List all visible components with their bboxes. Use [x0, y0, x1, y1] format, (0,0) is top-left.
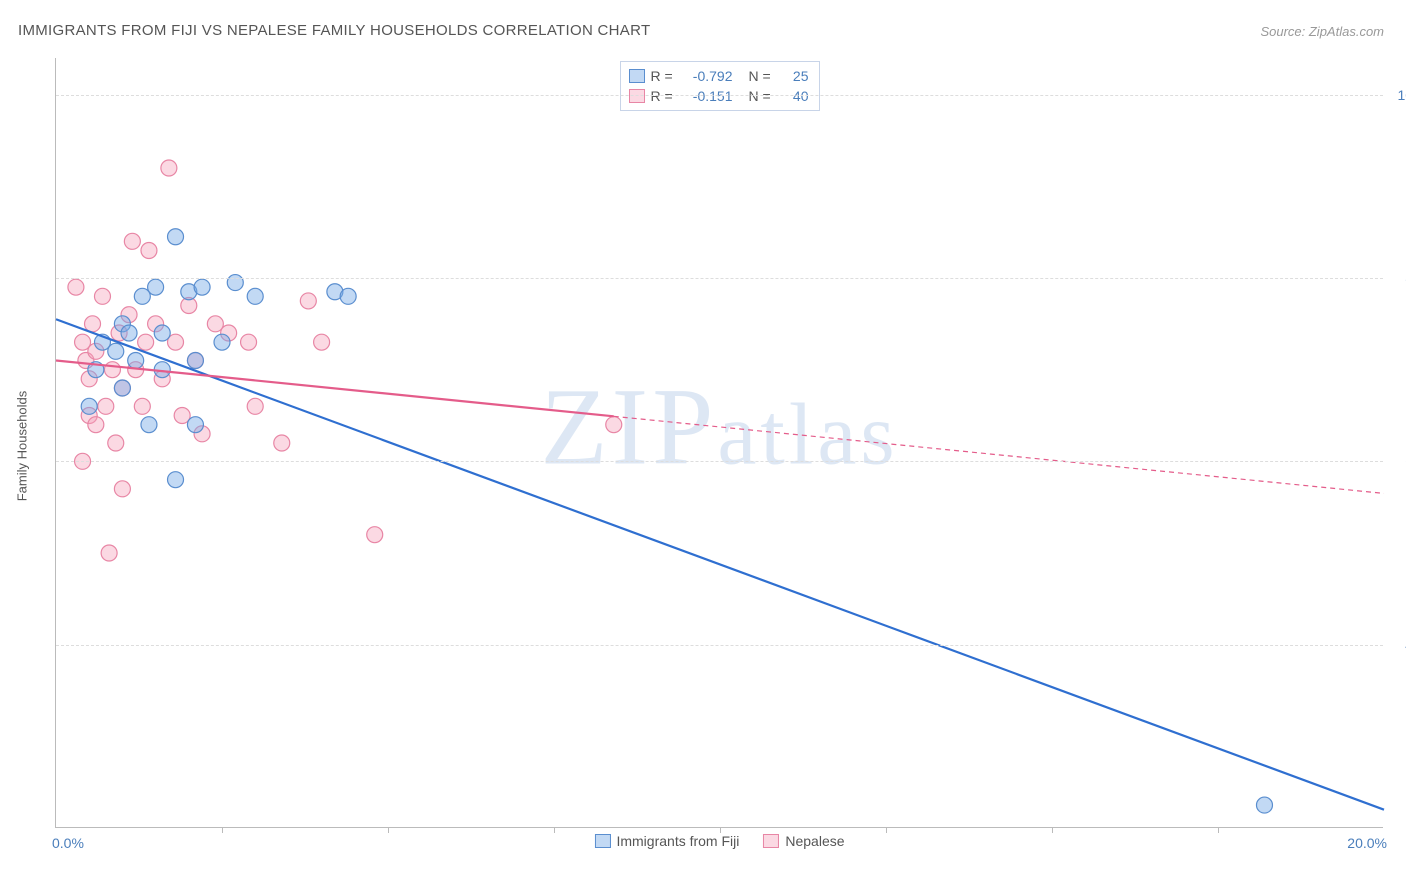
x-tick	[388, 827, 389, 833]
legend-r-label: R =	[651, 66, 677, 86]
legend-swatch	[629, 69, 645, 83]
bottom-legend-item: Immigrants from Fiji	[594, 833, 739, 849]
data-point	[154, 325, 170, 341]
data-point	[128, 353, 144, 369]
data-point	[141, 417, 157, 433]
data-point	[114, 380, 130, 396]
y-tick-label: 100.0%	[1390, 87, 1406, 103]
data-point	[85, 316, 101, 332]
data-point	[194, 279, 210, 295]
x-tick	[720, 827, 721, 833]
x-axis-max-label: 20.0%	[1347, 835, 1387, 851]
data-point	[134, 398, 150, 414]
data-point	[68, 279, 84, 295]
legend-swatch	[763, 834, 779, 848]
legend-swatch	[594, 834, 610, 848]
data-point	[367, 527, 383, 543]
stats-legend: R = -0.792 N = 25 R = -0.151 N = 40	[620, 61, 820, 111]
bottom-legend-label: Nepalese	[785, 833, 844, 849]
data-point	[108, 435, 124, 451]
gridline	[56, 95, 1383, 96]
stats-legend-row: R = -0.792 N = 25	[629, 66, 809, 86]
y-tick-label: 60.0%	[1390, 453, 1406, 469]
y-tick-label: 40.0%	[1390, 637, 1406, 653]
data-point	[138, 334, 154, 350]
data-point	[104, 362, 120, 378]
data-point	[98, 398, 114, 414]
x-tick	[1052, 827, 1053, 833]
plot-area: ZIPatlas R =-0.792N =25R =-0.151N =40 Im…	[55, 58, 1383, 828]
y-axis-label: Family Households	[15, 391, 30, 502]
legend-n-value: 25	[781, 66, 809, 86]
data-point	[187, 417, 203, 433]
data-point	[1256, 797, 1272, 813]
x-axis-min-label: 0.0%	[52, 835, 84, 851]
data-point	[606, 417, 622, 433]
legend-r-value: -0.792	[683, 66, 733, 86]
data-point	[114, 481, 130, 497]
legend-n-label: N =	[749, 66, 775, 86]
data-point	[227, 275, 243, 291]
gridline	[56, 461, 1383, 462]
data-point	[300, 293, 316, 309]
legend-swatch	[629, 89, 645, 103]
data-point	[88, 417, 104, 433]
data-point	[101, 545, 117, 561]
regression-line	[56, 319, 1384, 809]
chart-title: IMMIGRANTS FROM FIJI VS NEPALESE FAMILY …	[18, 22, 650, 39]
legend-n-value: 40	[781, 86, 809, 106]
x-tick	[222, 827, 223, 833]
source-citation: Source: ZipAtlas.com	[1260, 24, 1384, 39]
stats-legend-row: R = -0.151 N = 40	[629, 86, 809, 106]
gridline	[56, 645, 1383, 646]
x-tick	[1218, 827, 1219, 833]
x-tick	[554, 827, 555, 833]
data-point	[141, 243, 157, 259]
gridline	[56, 278, 1383, 279]
x-tick	[886, 827, 887, 833]
regression-line	[614, 416, 1384, 493]
chart-svg	[56, 58, 1383, 827]
data-point	[168, 229, 184, 245]
data-point	[247, 398, 263, 414]
data-point	[168, 472, 184, 488]
data-point	[340, 288, 356, 304]
data-point	[148, 279, 164, 295]
data-point	[274, 435, 290, 451]
data-point	[108, 343, 124, 359]
data-point	[187, 353, 203, 369]
data-point	[121, 325, 137, 341]
data-point	[247, 288, 263, 304]
legend-r-label: R =	[651, 86, 677, 106]
y-tick-label: 80.0%	[1390, 270, 1406, 286]
legend-r-value: -0.151	[683, 86, 733, 106]
data-point	[214, 334, 230, 350]
bottom-legend: Immigrants from Fiji Nepalese	[594, 833, 844, 849]
data-point	[124, 233, 140, 249]
data-point	[94, 288, 110, 304]
data-point	[314, 334, 330, 350]
data-point	[241, 334, 257, 350]
legend-n-label: N =	[749, 86, 775, 106]
data-point	[81, 398, 97, 414]
bottom-legend-item: Nepalese	[763, 833, 844, 849]
data-point	[161, 160, 177, 176]
bottom-legend-label: Immigrants from Fiji	[616, 833, 739, 849]
